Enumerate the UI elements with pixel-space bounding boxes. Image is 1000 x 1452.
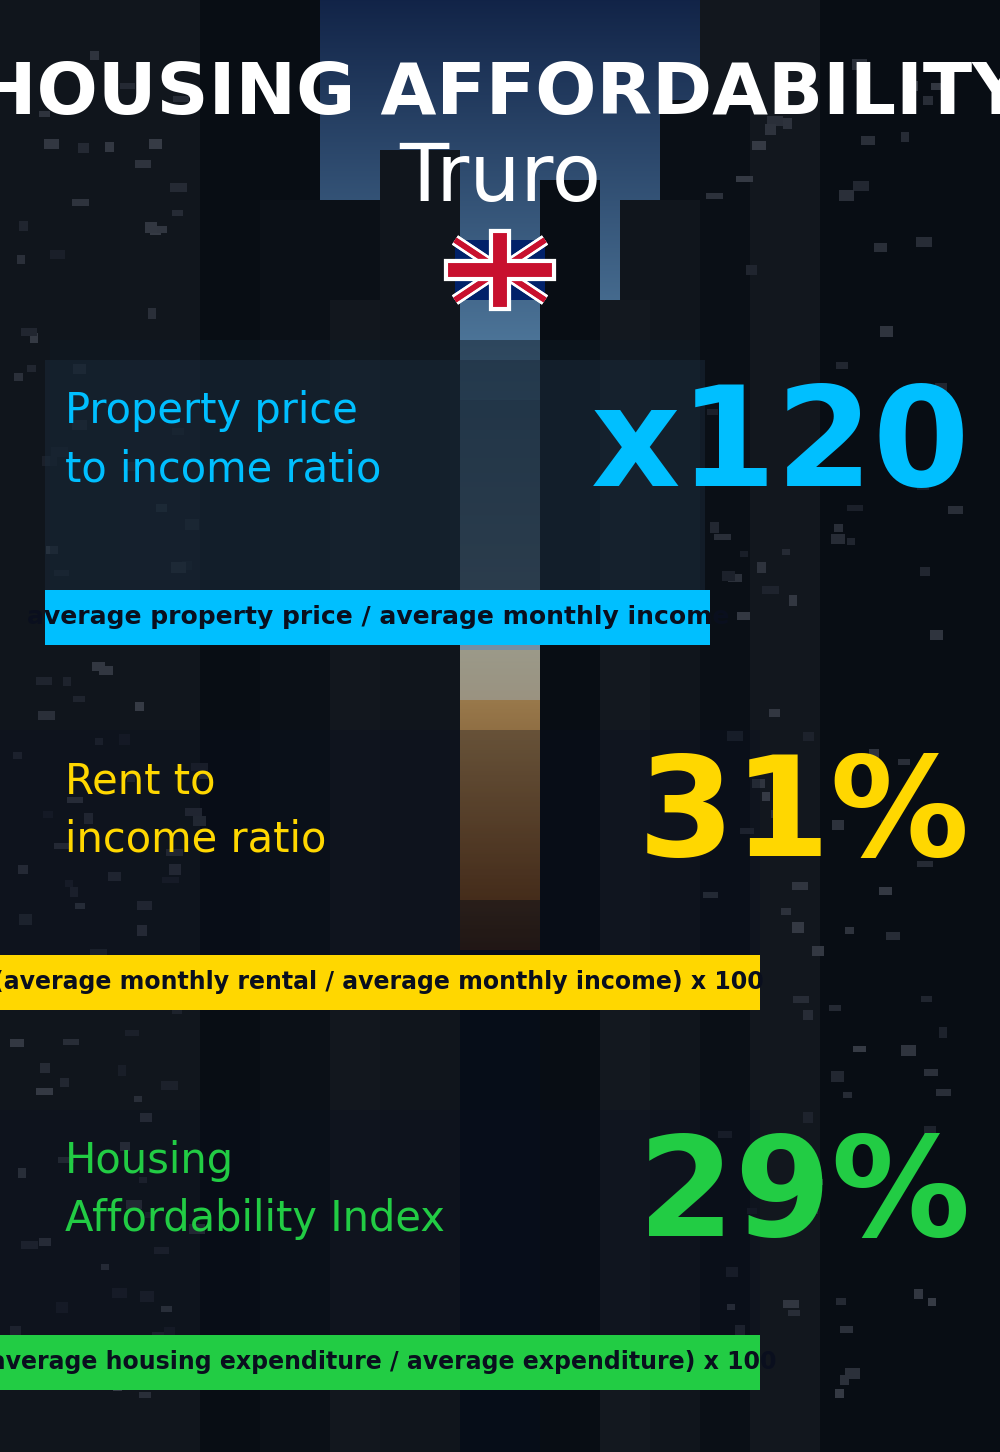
- Text: Truro: Truro: [399, 139, 601, 218]
- Bar: [45, 360, 705, 640]
- Text: x120: x120: [590, 380, 970, 515]
- Text: average property price / average monthly income: average property price / average monthly…: [27, 605, 729, 629]
- Text: 29%: 29%: [638, 1130, 970, 1265]
- Text: (average housing expenditure / average expenditure) x 100: (average housing expenditure / average e…: [0, 1350, 777, 1374]
- Bar: [0, 1109, 760, 1379]
- Text: Housing
Affordability Index: Housing Affordability Index: [65, 1140, 445, 1240]
- Text: (average monthly rental / average monthly income) x 100: (average monthly rental / average monthl…: [0, 970, 763, 995]
- Text: Property price
to income ratio: Property price to income ratio: [65, 391, 381, 491]
- Text: 31%: 31%: [638, 751, 970, 886]
- Bar: [0, 730, 760, 1000]
- Bar: [0, 1334, 760, 1390]
- Text: HOUSING AFFORDABILITY: HOUSING AFFORDABILITY: [0, 60, 1000, 129]
- Bar: [455, 240, 545, 301]
- Bar: [45, 590, 710, 645]
- Text: Rent to
income ratio: Rent to income ratio: [65, 759, 326, 861]
- Bar: [0, 955, 760, 1011]
